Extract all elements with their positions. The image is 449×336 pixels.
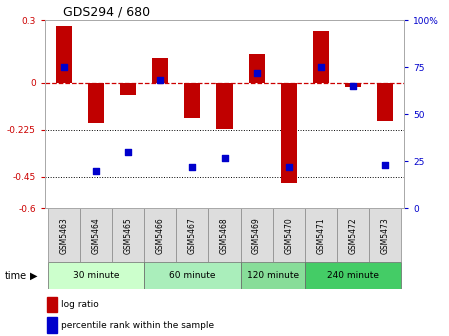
Bar <box>88 83 104 123</box>
Point <box>92 168 100 173</box>
Bar <box>120 83 136 95</box>
Point <box>189 164 196 170</box>
Bar <box>273 208 305 262</box>
Text: GSM5467: GSM5467 <box>188 217 197 254</box>
Bar <box>369 208 401 262</box>
Bar <box>80 208 112 262</box>
Bar <box>47 317 57 333</box>
Text: 30 minute: 30 minute <box>73 271 119 280</box>
Text: log ratio: log ratio <box>61 300 99 309</box>
Bar <box>185 83 200 118</box>
Text: 60 minute: 60 minute <box>169 271 216 280</box>
Text: GSM5473: GSM5473 <box>380 217 389 254</box>
Bar <box>176 208 208 262</box>
Bar <box>152 58 168 83</box>
Text: GSM5470: GSM5470 <box>284 217 293 254</box>
Point <box>317 65 324 70</box>
Text: GSM5469: GSM5469 <box>252 217 261 254</box>
Text: GDS294 / 680: GDS294 / 680 <box>63 6 150 19</box>
Text: 240 minute: 240 minute <box>327 271 379 280</box>
Point <box>61 65 68 70</box>
Bar <box>241 262 305 289</box>
Bar <box>56 27 72 83</box>
Bar <box>216 83 233 129</box>
Bar <box>48 262 144 289</box>
Point <box>285 164 292 170</box>
Point <box>381 162 388 168</box>
Bar <box>144 262 241 289</box>
Bar <box>241 208 273 262</box>
Text: GSM5465: GSM5465 <box>124 217 133 254</box>
Bar <box>249 54 264 83</box>
Bar <box>345 83 361 87</box>
Bar <box>281 83 297 183</box>
Text: time: time <box>4 270 26 281</box>
Bar <box>208 208 241 262</box>
Bar <box>305 262 401 289</box>
Bar <box>377 83 393 121</box>
Text: percentile rank within the sample: percentile rank within the sample <box>61 321 214 330</box>
Bar <box>112 208 144 262</box>
Text: GSM5463: GSM5463 <box>60 217 69 254</box>
Bar <box>47 297 57 312</box>
Text: ▶: ▶ <box>30 270 37 281</box>
Bar <box>313 31 329 83</box>
Point <box>253 70 260 76</box>
Text: GSM5464: GSM5464 <box>92 217 101 254</box>
Point <box>221 155 228 160</box>
Text: GSM5472: GSM5472 <box>348 217 357 254</box>
Text: 120 minute: 120 minute <box>247 271 299 280</box>
Bar <box>337 208 369 262</box>
Text: GSM5468: GSM5468 <box>220 217 229 254</box>
Point <box>125 149 132 155</box>
Point <box>157 78 164 83</box>
Text: GSM5471: GSM5471 <box>316 217 325 254</box>
Point <box>349 83 357 89</box>
Bar <box>48 208 80 262</box>
Bar <box>305 208 337 262</box>
Text: GSM5466: GSM5466 <box>156 217 165 254</box>
Bar <box>144 208 176 262</box>
